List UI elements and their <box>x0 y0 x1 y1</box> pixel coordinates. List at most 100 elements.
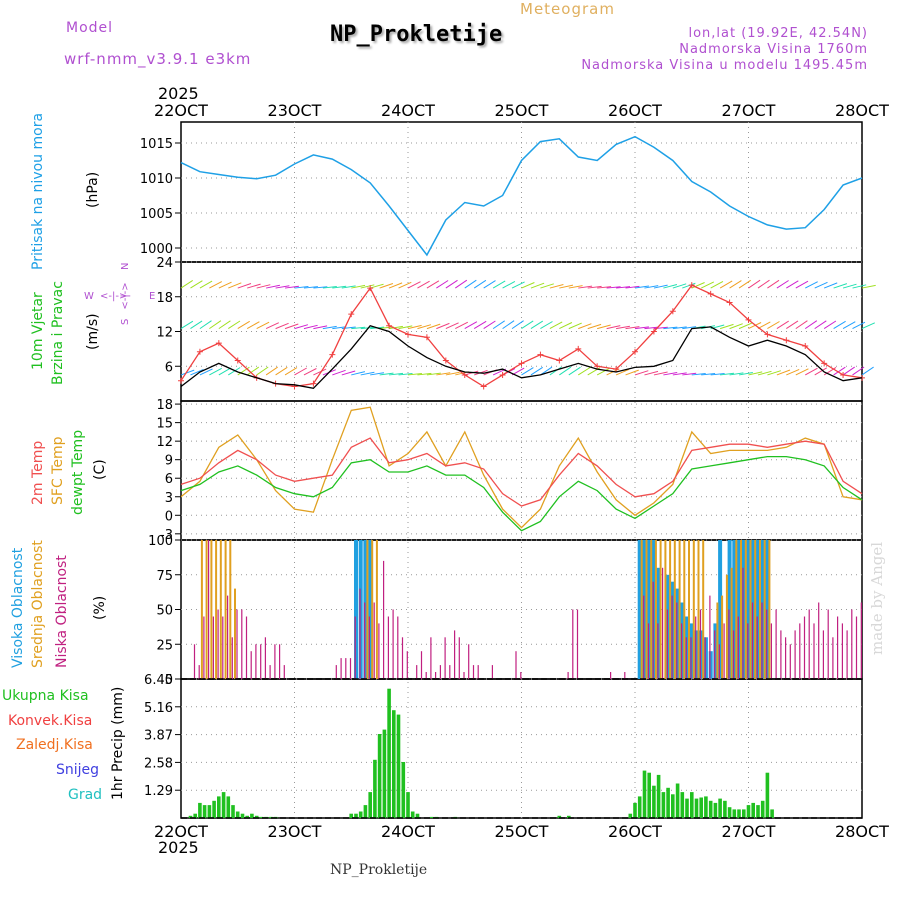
wind-barb <box>483 320 496 330</box>
wind-barb <box>795 320 808 330</box>
precip-bar <box>235 811 240 818</box>
temperature-ytick-label-0: -3 <box>160 528 173 543</box>
cloud-bar-niska <box>671 595 673 679</box>
wind-barb <box>370 283 384 289</box>
cloud-bar-srednja <box>234 588 236 679</box>
wind-gust-marker <box>329 351 336 358</box>
cloud-bar-niska <box>236 609 238 679</box>
cloud-bar-niska <box>610 672 612 679</box>
cloud-bar-srednja <box>683 540 686 679</box>
cloud-bar-niska <box>193 644 196 680</box>
wind-barb <box>426 323 441 330</box>
cloud-bar-srednja <box>697 540 700 679</box>
wind-barb <box>530 366 543 376</box>
cloud-ylabel-3: Niska Oblacnost <box>54 555 70 668</box>
wind-gust-marker <box>537 351 544 358</box>
wind-barb <box>861 284 876 289</box>
precip-bar <box>661 792 666 818</box>
temperature-ytick-label-4: 9 <box>165 454 173 469</box>
cloud-bar-niska <box>435 672 437 679</box>
wind-barb <box>842 366 855 376</box>
cloud-bar-srednja <box>673 540 676 679</box>
wind-barb <box>256 284 271 289</box>
wind-gust-marker <box>499 371 506 378</box>
precip-bar <box>368 792 372 818</box>
wind-barb <box>805 367 818 376</box>
cloud-bar-niska <box>354 616 356 679</box>
precip-bar <box>410 811 415 818</box>
wind-barb <box>720 372 735 376</box>
wind-barb <box>786 280 799 289</box>
wind-gust-marker <box>840 371 847 378</box>
precip-ytick-label-2: 3.87 <box>144 729 173 744</box>
wind-barb <box>672 372 687 376</box>
cloud-bar-srednja <box>224 540 227 679</box>
cloud-bar-niska <box>477 665 479 679</box>
precip-bar <box>567 815 571 818</box>
cloud-bar-niska <box>775 609 777 679</box>
wind-ylabel-1: 10m Vjetar <box>30 292 46 370</box>
station-title: NP_Prokletije <box>330 22 503 47</box>
wind-barb <box>247 283 261 289</box>
precip-bar <box>207 805 212 818</box>
wind-barb <box>313 368 327 376</box>
precip-bar <box>217 796 221 818</box>
precip-bar <box>642 770 647 818</box>
precip-bar <box>732 809 737 818</box>
temperature-ytick-label-6: 15 <box>156 417 173 432</box>
wind-barb <box>615 368 630 376</box>
precip-bar <box>671 794 675 818</box>
wind-barb <box>445 371 460 376</box>
precip-bar <box>231 805 235 818</box>
wind-barb <box>663 372 678 376</box>
clouds-ytick-label-4: 100 <box>148 534 173 549</box>
cloud-bar-niska <box>279 644 281 680</box>
wind-barb <box>199 368 213 376</box>
precip-bar <box>406 792 410 818</box>
precip-ytick-label-4: 6.45 <box>144 673 173 688</box>
wind-gust-marker <box>518 360 525 367</box>
date-bottom-26oct: 26OCT <box>608 822 662 841</box>
cloud-bar-srednja <box>688 540 690 679</box>
wind-barb <box>228 282 242 289</box>
precip-bar <box>656 774 661 818</box>
cloud-bar-niska <box>274 644 276 680</box>
wind-barb <box>341 285 356 289</box>
wind-barb <box>540 283 554 289</box>
wind-gust-marker <box>613 366 620 373</box>
precip-bar <box>746 805 751 818</box>
precip-bar <box>382 729 387 818</box>
pressure-ylabel-1: Pritisak na nivou mora <box>30 113 46 270</box>
wind-barb <box>776 280 789 289</box>
wind-barb <box>303 286 318 289</box>
wind-barb <box>473 320 487 330</box>
precip-bar <box>713 802 718 818</box>
wind-barb <box>776 369 791 376</box>
cloud-ylabel-4: (%) <box>92 596 108 620</box>
precip-bar <box>254 815 259 818</box>
wind-barb <box>767 321 780 330</box>
cloud-bar-niska <box>401 637 404 679</box>
cloud-bar-srednja <box>763 540 766 679</box>
pressure-line <box>180 135 863 257</box>
cloud-bar-srednja <box>659 540 662 679</box>
precip-bar <box>690 792 694 818</box>
wind-barb <box>616 286 631 289</box>
panel-temp-frame <box>180 400 863 541</box>
precip-bar <box>685 798 689 818</box>
wind-barb <box>332 326 347 330</box>
compass-arrows-ns: <-|-> <box>120 282 131 309</box>
temperature-ytick-label-2: 3 <box>165 491 173 506</box>
precip-ytick-label-3: 5.16 <box>144 701 173 716</box>
date-top-22oct: 22OCT <box>154 101 208 120</box>
wind-gust-marker <box>632 348 638 355</box>
precip-bar <box>756 805 760 818</box>
cloud-bar-niska <box>822 630 824 679</box>
wind-barb <box>559 284 574 289</box>
wind-barb <box>653 371 668 376</box>
wind-barb <box>719 280 733 289</box>
wind-barb <box>833 366 846 376</box>
wind-barb <box>464 279 477 289</box>
precip-bar <box>387 688 391 818</box>
wind-barb <box>634 370 649 376</box>
